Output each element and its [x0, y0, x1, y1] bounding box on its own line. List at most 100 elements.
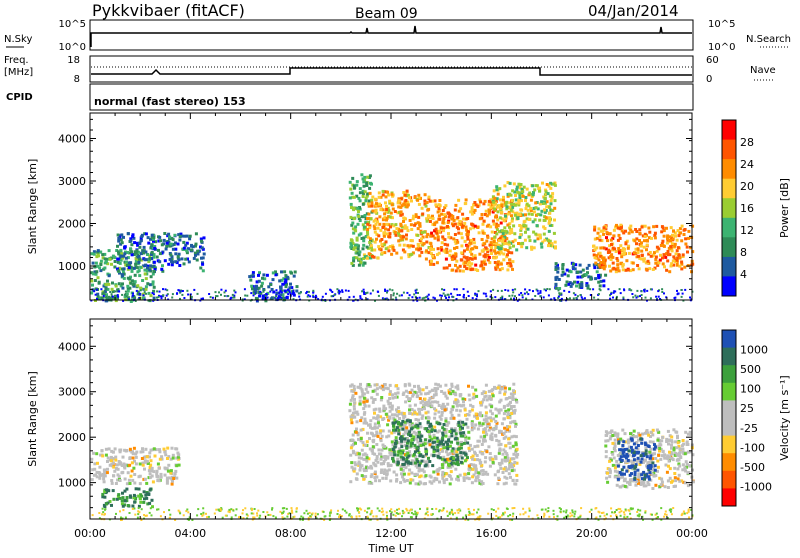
velocity-cell: [509, 421, 512, 424]
power-cell: [504, 215, 507, 218]
power-cell: [491, 231, 494, 234]
power-noise-cell: [136, 290, 138, 292]
velocity-cell: [646, 481, 649, 484]
velocity-cell: [131, 461, 134, 464]
velocity-cell: [406, 395, 409, 398]
velocity-cell: [516, 448, 519, 451]
power-noise-cell: [622, 297, 624, 299]
velocity-cell: [494, 434, 497, 437]
velocity-cell: [647, 434, 650, 437]
velocity-cell: [380, 462, 383, 465]
power-cell: [665, 227, 668, 230]
velocity-cell: [508, 472, 511, 475]
power-noise-cell: [392, 294, 394, 296]
velocity-cell: [445, 435, 448, 438]
velocity-cell: [144, 461, 147, 464]
velocity-cell: [512, 445, 515, 448]
power-cell: [138, 258, 141, 261]
power-cell: [92, 262, 95, 265]
velocity-cell: [441, 450, 444, 453]
power-cell: [404, 199, 407, 202]
velocity-cell: [488, 429, 491, 432]
power-cell: [510, 209, 513, 212]
power-cell: [598, 227, 601, 230]
velocity-cell: [396, 458, 399, 461]
velocity-cell: [114, 459, 117, 462]
velocity-cell: [513, 405, 516, 408]
velocity-cell: [403, 480, 406, 483]
power-cell: [487, 258, 490, 261]
velocity-cell: [148, 451, 151, 454]
velocity-cell: [443, 423, 446, 426]
velocity-cell: [467, 472, 470, 475]
velocity-cell: [472, 464, 475, 467]
velocity-cell: [440, 406, 443, 409]
power-cell: [438, 207, 441, 210]
power-cell: [551, 192, 554, 195]
power-noise-cell: [218, 291, 220, 293]
power-cell: [410, 228, 413, 231]
power-cell: [482, 223, 485, 226]
power-data-cells: [90, 173, 694, 303]
velocity-cell: [430, 404, 433, 407]
velocity-cell: [351, 439, 354, 442]
power-cell: [608, 265, 611, 268]
power-cell: [493, 203, 496, 206]
power-cell: [555, 287, 558, 290]
velocity-cell: [428, 460, 431, 463]
power-cell: [292, 292, 295, 295]
power-cell: [573, 281, 576, 284]
power-cell: [443, 238, 446, 241]
power-cell: [153, 270, 156, 273]
velocity-cell: [419, 397, 422, 400]
velocity-cell: [411, 389, 414, 392]
velocity-cell: [372, 401, 375, 404]
power-cell: [493, 240, 496, 243]
power-cell: [463, 249, 466, 252]
velocity-cell: [633, 458, 636, 461]
velocity-cell: [604, 440, 607, 443]
power-noise-cell: [186, 290, 188, 292]
velocity-cell: [158, 467, 161, 470]
velocity-cell: [127, 471, 130, 474]
power-cell: [412, 215, 415, 218]
power-cell: [687, 230, 690, 233]
velocity-cell: [658, 442, 661, 445]
velocity-cell: [150, 449, 153, 452]
power-cell: [599, 247, 602, 250]
power-noise-cell: [393, 292, 395, 294]
velocity-cell: [103, 469, 106, 472]
power-cell: [618, 234, 621, 237]
power-cell: [460, 259, 463, 262]
velocity-cell: [139, 463, 142, 466]
velocity-cell: [408, 469, 411, 472]
velocity-cell: [429, 397, 432, 400]
power-cell: [194, 254, 197, 257]
velocity-cell: [387, 387, 390, 390]
power-noise-cell: [646, 290, 648, 292]
velocity-cell: [468, 410, 471, 413]
power-cell: [496, 266, 499, 269]
velocity-cell: [446, 447, 449, 450]
velocity-cell: [139, 501, 142, 504]
power-cell: [271, 288, 274, 291]
power-cell: [167, 233, 170, 236]
power-cell: [602, 233, 605, 236]
power-cell: [595, 254, 598, 257]
power-cell: [668, 270, 671, 273]
velocity-cell: [359, 383, 362, 386]
power-cell: [426, 220, 429, 223]
power-cell: [666, 242, 669, 245]
power-cell: [451, 215, 454, 218]
velocity-cell: [111, 482, 114, 485]
velocity-cell: [376, 387, 379, 390]
velocity-cell: [424, 482, 427, 485]
power-cell: [476, 205, 479, 208]
power-cell: [576, 276, 579, 279]
velocity-cell: [144, 478, 147, 481]
velocity-cell: [365, 388, 368, 391]
power-noise-cell: [543, 296, 545, 298]
power-cell: [538, 187, 541, 190]
velocity-cell: [451, 450, 454, 453]
velocity-cell: [106, 468, 109, 471]
